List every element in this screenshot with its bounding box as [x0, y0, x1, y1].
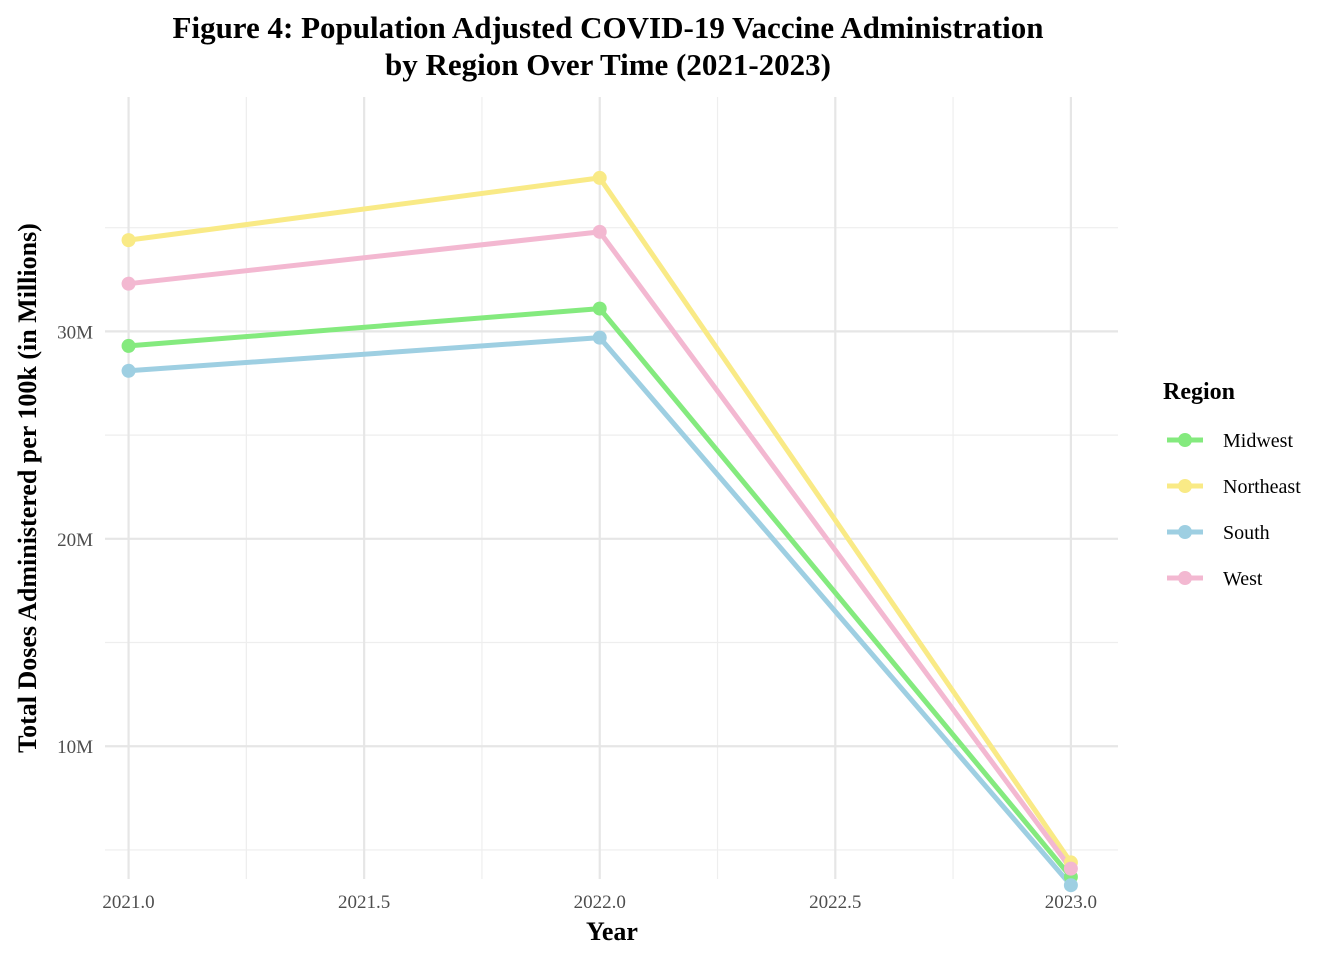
y-axis-title: Total Doses Administered per 100k (in Mi…	[13, 223, 42, 753]
legend-key-point	[1178, 525, 1192, 539]
chart-title: Figure 4: Population Adjusted COVID-19 V…	[173, 10, 1044, 82]
data-point-midwest	[121, 338, 136, 353]
x-tick-label: 2022.0	[574, 892, 626, 913]
data-point-south	[1063, 878, 1078, 893]
minor-gridlines	[105, 97, 1118, 879]
legend-label: Midwest	[1223, 430, 1293, 452]
x-tick-label: 2022.5	[809, 892, 861, 913]
legend-key-point	[1178, 571, 1192, 585]
data-point-midwest	[592, 301, 607, 316]
y-tick-label: 30M	[57, 322, 93, 343]
chart-title-line-1: Figure 4: Population Adjusted COVID-19 V…	[173, 10, 1044, 45]
legend-key-point	[1178, 479, 1192, 493]
legend-item-south: South	[1167, 522, 1270, 544]
legend-item-northeast: Northeast	[1167, 476, 1301, 498]
legend-label: West	[1223, 568, 1263, 590]
x-tick-label: 2021.0	[102, 892, 154, 913]
legend-item-midwest: Midwest	[1167, 430, 1293, 452]
data-point-west	[592, 224, 607, 239]
legend-items: Midwest Northeast South West	[1167, 430, 1301, 590]
legend-title: Region	[1163, 379, 1235, 405]
legend: Region Midwest Northeast South West	[1163, 379, 1301, 590]
data-point-northeast	[121, 233, 136, 248]
data-point-northeast	[592, 170, 607, 185]
x-tick-label: 2021.5	[338, 892, 390, 913]
data-point-south	[121, 363, 136, 378]
x-axis-tick-labels: 2021.0 2021.5 2022.0 2022.5 2023.0	[102, 892, 1097, 913]
data-point-west	[121, 276, 136, 291]
chart-title-line-2: by Region Over Time (2021-2023)	[385, 47, 831, 82]
y-tick-label: 20M	[57, 530, 93, 551]
series-points	[121, 170, 1078, 893]
legend-label: South	[1223, 522, 1270, 544]
y-tick-label: 10M	[57, 737, 93, 758]
x-axis-title: Year	[586, 917, 638, 946]
x-tick-label: 2023.0	[1045, 892, 1097, 913]
legend-item-west: West	[1167, 568, 1263, 590]
data-point-south	[592, 330, 607, 345]
y-axis-tick-labels: 10M 20M 30M	[57, 322, 93, 758]
data-point-west	[1063, 861, 1078, 876]
legend-key-point	[1178, 433, 1192, 447]
legend-label: Northeast	[1223, 476, 1301, 498]
